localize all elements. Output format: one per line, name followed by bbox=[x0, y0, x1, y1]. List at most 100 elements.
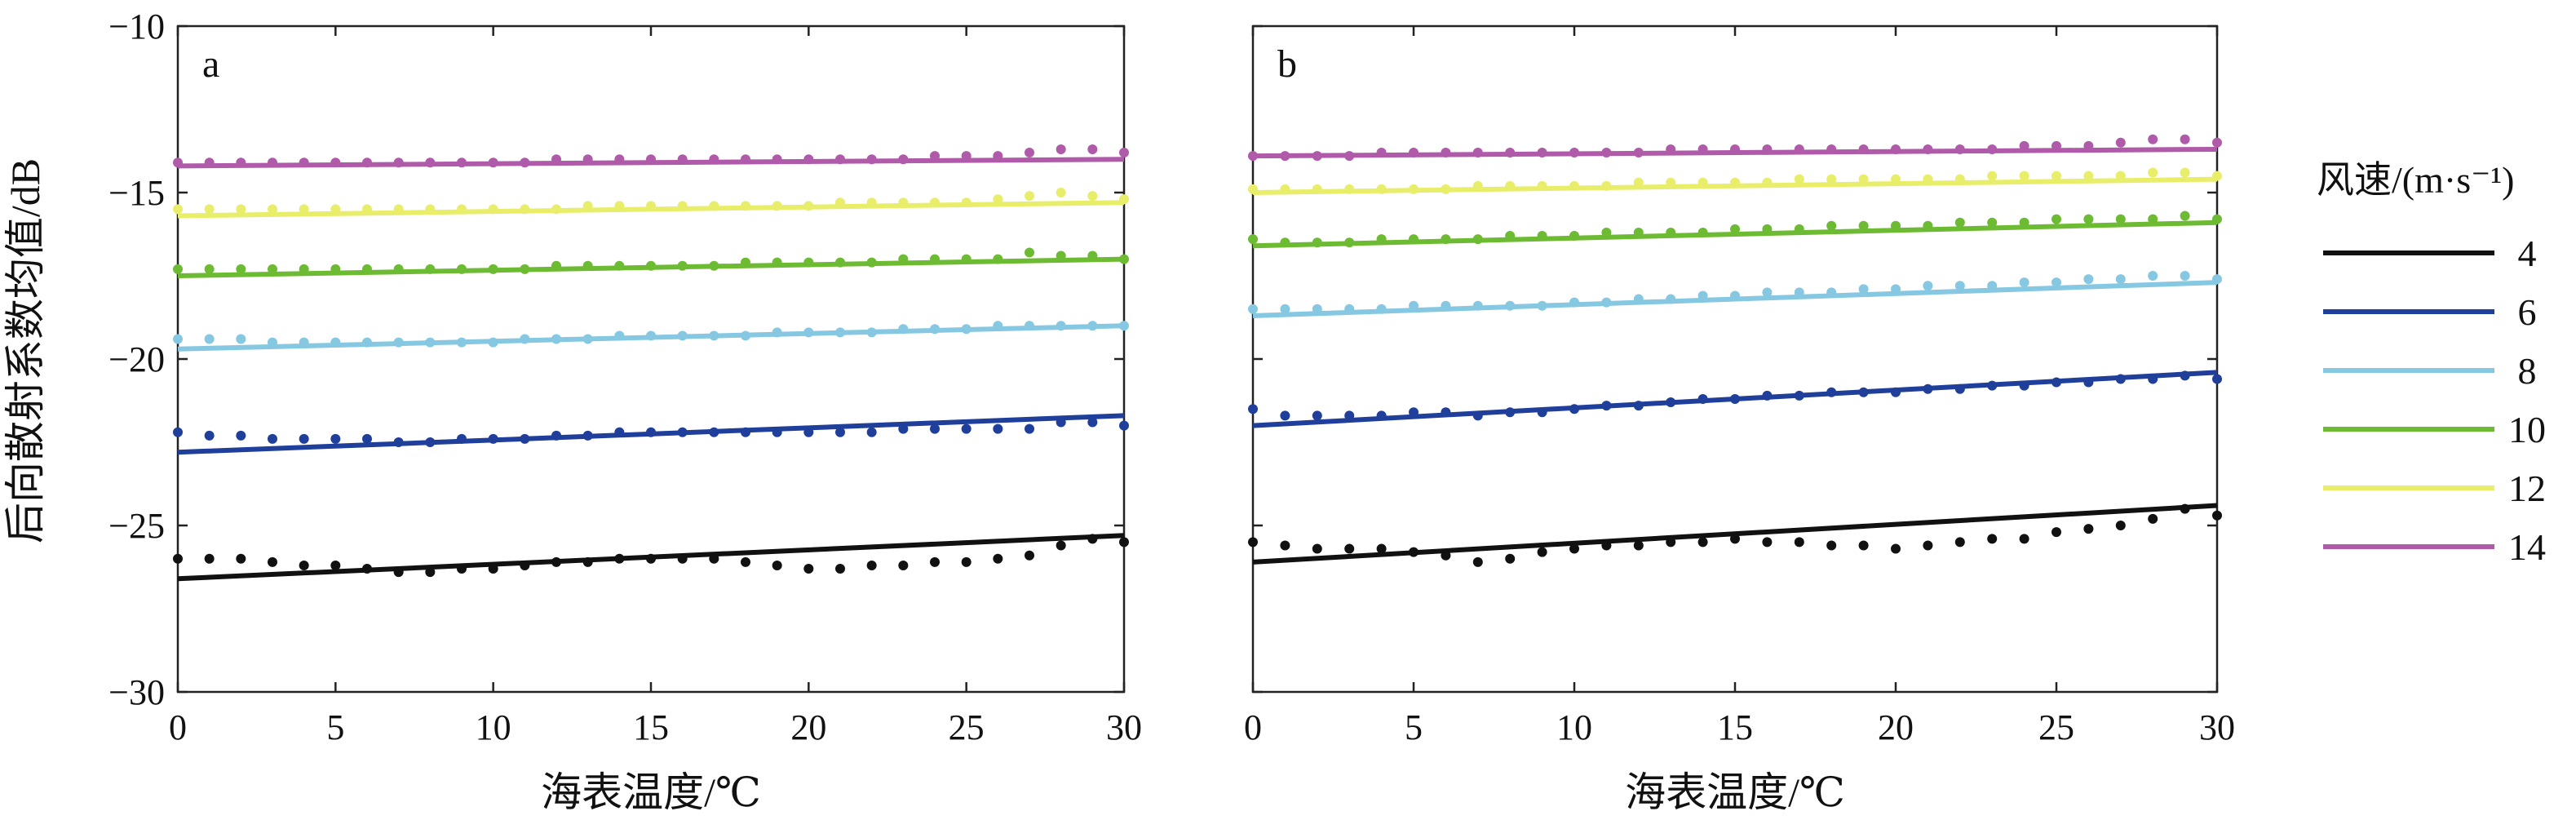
data-point bbox=[362, 564, 372, 574]
data-point bbox=[1762, 224, 1773, 234]
data-point bbox=[1537, 407, 1547, 418]
data-point bbox=[866, 327, 877, 338]
data-point bbox=[1248, 537, 1258, 547]
data-point bbox=[1280, 410, 1290, 421]
series-8 bbox=[1248, 271, 2222, 318]
data-point bbox=[835, 427, 845, 437]
data-point bbox=[173, 553, 183, 564]
data-point bbox=[1441, 184, 1451, 194]
panel-b: 0 5 10 15 20 25 30 海表温度/℃ b bbox=[1244, 24, 2235, 815]
data-point bbox=[866, 257, 877, 268]
data-point bbox=[1666, 294, 1676, 304]
data-point bbox=[741, 257, 750, 268]
data-point bbox=[425, 437, 436, 447]
x-tick-label: 15 bbox=[1717, 707, 1753, 747]
data-point bbox=[236, 553, 246, 564]
data-point bbox=[1794, 224, 1804, 234]
data-point bbox=[1087, 191, 1098, 202]
data-point bbox=[1891, 387, 1901, 397]
legend-label-6: 6 bbox=[2518, 291, 2537, 333]
legend-label-8: 8 bbox=[2518, 350, 2537, 392]
data-point bbox=[425, 337, 436, 348]
data-point bbox=[2115, 171, 2126, 181]
data-point bbox=[268, 556, 277, 567]
data-point bbox=[898, 254, 909, 264]
data-point bbox=[709, 260, 719, 271]
data-point bbox=[1119, 194, 1129, 205]
data-point bbox=[1697, 537, 1708, 547]
data-point bbox=[1891, 144, 1901, 154]
data-point bbox=[930, 423, 940, 434]
data-point bbox=[457, 264, 467, 274]
data-point bbox=[1056, 540, 1066, 551]
data-point bbox=[393, 567, 404, 578]
x-tick-label: 30 bbox=[1106, 707, 1142, 747]
data-point bbox=[1794, 537, 1804, 547]
panels: 0 5 10 15 20 25 30 −30 −25 −20 −15 −10 海表温度/℃ a 0 5 10 15… bbox=[108, 7, 2235, 815]
data-point bbox=[2148, 214, 2158, 224]
data-point bbox=[614, 201, 625, 211]
data-point bbox=[1633, 227, 1644, 237]
data-point bbox=[677, 330, 688, 341]
data-point bbox=[1248, 184, 1258, 194]
data-point bbox=[1891, 174, 1901, 184]
data-point bbox=[1633, 148, 1644, 158]
data-point bbox=[1954, 537, 1965, 547]
data-point bbox=[2115, 214, 2126, 224]
data-point bbox=[2148, 374, 2158, 384]
data-point bbox=[1409, 407, 1419, 418]
data-point bbox=[803, 257, 814, 268]
data-point bbox=[1569, 231, 1579, 242]
data-point bbox=[614, 154, 625, 165]
data-point bbox=[1633, 177, 1644, 188]
data-point bbox=[1762, 390, 1773, 401]
data-point bbox=[772, 257, 782, 268]
data-point bbox=[2180, 134, 2190, 144]
y-tick-label: −30 bbox=[108, 672, 165, 712]
x-tick-label: 10 bbox=[1556, 707, 1592, 747]
data-point bbox=[2180, 167, 2190, 178]
data-point bbox=[1537, 300, 1547, 311]
data-point bbox=[393, 204, 404, 215]
data-point bbox=[488, 433, 498, 444]
data-point bbox=[993, 254, 1003, 264]
data-point bbox=[1601, 148, 1612, 158]
data-point bbox=[1025, 191, 1034, 202]
data-point bbox=[1505, 300, 1516, 311]
plot-frame bbox=[176, 24, 1126, 694]
data-point bbox=[1280, 304, 1290, 314]
data-point bbox=[2212, 137, 2222, 148]
data-point bbox=[551, 154, 561, 165]
data-point bbox=[1601, 180, 1612, 191]
data-point bbox=[236, 157, 246, 168]
data-point bbox=[993, 423, 1003, 434]
data-point bbox=[457, 564, 467, 574]
data-point bbox=[835, 197, 845, 208]
data-point bbox=[1376, 304, 1387, 314]
data-point bbox=[1697, 144, 1708, 154]
data-point bbox=[2019, 534, 2029, 544]
data-point bbox=[1376, 234, 1387, 245]
series-6 bbox=[173, 413, 1129, 455]
data-point bbox=[2052, 214, 2061, 224]
data-point bbox=[173, 204, 183, 215]
data-point bbox=[1826, 174, 1837, 184]
data-point bbox=[646, 330, 656, 341]
data-point bbox=[1087, 250, 1098, 261]
data-point bbox=[1344, 410, 1355, 421]
data-point bbox=[1472, 234, 1483, 245]
panel-label: a bbox=[202, 42, 219, 86]
data-point bbox=[268, 433, 277, 444]
data-point bbox=[1505, 180, 1516, 191]
data-point bbox=[173, 157, 183, 168]
data-point bbox=[1344, 151, 1355, 162]
data-point bbox=[1248, 151, 1258, 162]
y-tick-label: −25 bbox=[108, 506, 165, 546]
data-point bbox=[1987, 144, 1998, 154]
data-point bbox=[709, 553, 719, 564]
data-point bbox=[1472, 300, 1483, 311]
data-point bbox=[1923, 383, 1933, 394]
data-point bbox=[993, 151, 1003, 162]
data-point bbox=[1954, 281, 1965, 291]
data-point bbox=[2115, 137, 2126, 148]
